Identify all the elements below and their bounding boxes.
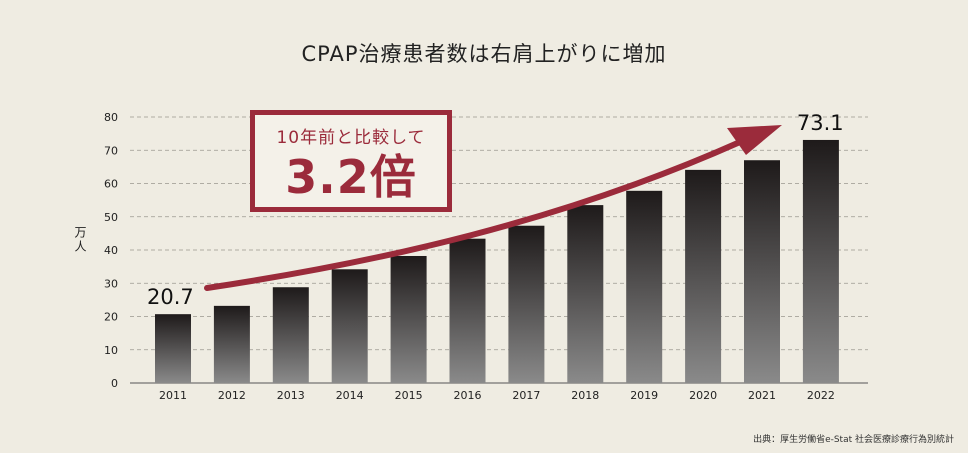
callout-line2: 3.2倍 <box>285 150 417 204</box>
x-tick-label-2016: 2016 <box>454 389 482 402</box>
x-tick-label-2017: 2017 <box>512 389 540 402</box>
y-tick-label: 10 <box>104 344 118 357</box>
x-tick-label-2015: 2015 <box>395 389 423 402</box>
data-label-2011: 20.7 <box>147 285 194 310</box>
y-tick-label: 40 <box>104 244 118 257</box>
y-tick-label: 0 <box>111 377 118 390</box>
y-tick-label: 80 <box>104 111 118 124</box>
trend-arrow-line <box>204 139 743 291</box>
bar-2018 <box>567 205 604 383</box>
trend-arrow-head <box>727 125 782 155</box>
x-tick-label-2013: 2013 <box>277 389 305 402</box>
data-label-2022: 73.1 <box>796 110 844 135</box>
y-tick-label: 50 <box>104 211 118 224</box>
x-tick-label-2019: 2019 <box>630 389 658 402</box>
y-tick-label: 60 <box>104 178 118 191</box>
y-tick-label: 30 <box>104 277 118 290</box>
x-tick-label-2018: 2018 <box>571 389 599 402</box>
bar-2016 <box>449 238 486 383</box>
y-axis-unit-label: 万人 <box>73 226 87 254</box>
bar-2013 <box>272 287 309 383</box>
bar-2015 <box>390 255 427 383</box>
y-tick-label: 70 <box>104 144 118 157</box>
chart-title: CPAP治療患者数は右肩上がりに増加 <box>301 42 667 66</box>
x-tick-label-2011: 2011 <box>159 389 187 402</box>
bar-2019 <box>626 190 663 383</box>
growth-callout-box: 10年前と比較して 3.2倍 <box>250 110 452 212</box>
x-tick-label-2020: 2020 <box>689 389 717 402</box>
x-tick-label-2014: 2014 <box>336 389 364 402</box>
x-tick-label-2022: 2022 <box>807 389 835 402</box>
source-note: 出典：厚生労働省e-Stat 社会医療診療行為別統計 <box>753 435 954 445</box>
bar-2020 <box>685 169 722 383</box>
bar-2021 <box>744 160 780 383</box>
x-tick-label-2021: 2021 <box>748 389 776 402</box>
y-tick-label: 20 <box>104 311 118 324</box>
bar-2012 <box>213 305 250 383</box>
bar-2017 <box>508 225 545 383</box>
bar-2014 <box>331 269 368 383</box>
bar-2022 <box>802 139 839 383</box>
callout-line1: 10年前と比較して <box>276 128 426 148</box>
bar-2011 <box>155 314 191 383</box>
x-tick-label-2012: 2012 <box>218 389 246 402</box>
